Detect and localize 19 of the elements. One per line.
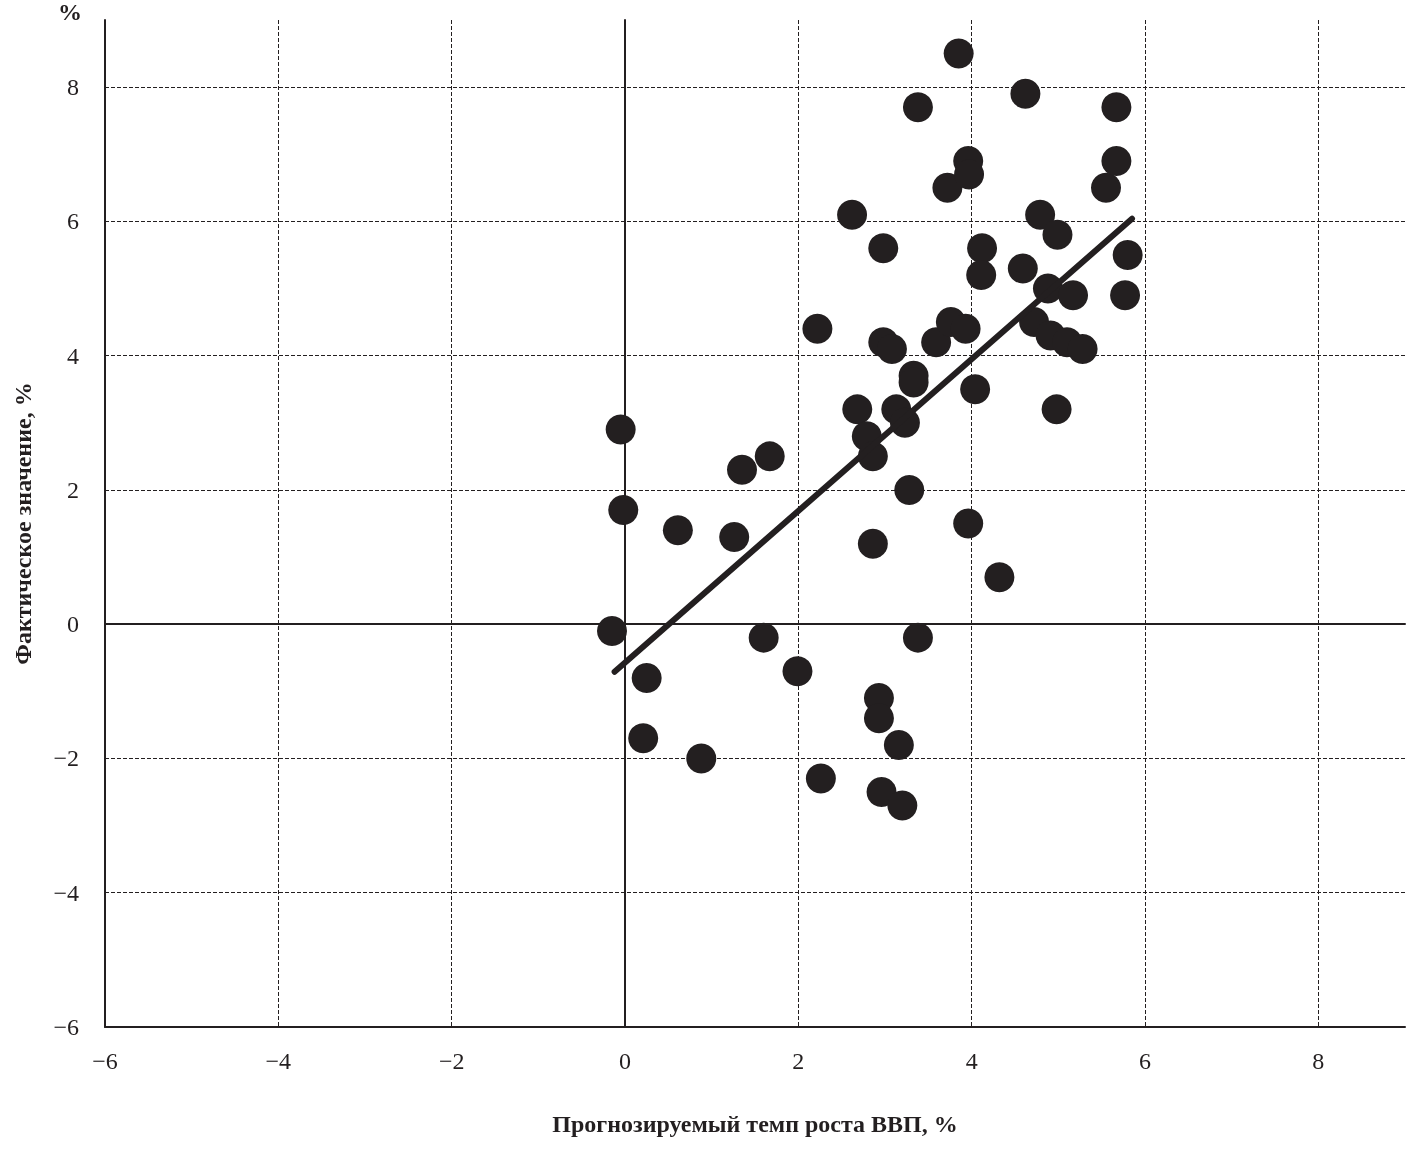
y-axis-title: Фактическое значение, %: [10, 382, 36, 665]
x-tick-label: 4: [965, 1048, 978, 1074]
x-tick-label: 6: [1139, 1048, 1151, 1074]
y-tick-label: −2: [53, 745, 79, 772]
y-tick-label: 4: [67, 342, 79, 369]
x-tick-label: 0: [619, 1048, 631, 1074]
x-tick-label: 2: [792, 1048, 805, 1074]
y-tick-label: 0: [67, 611, 79, 638]
x-tick-label: −6: [92, 1048, 118, 1074]
y-tick-label: 2: [67, 476, 79, 503]
y-tick-label: −6: [53, 1014, 79, 1040]
y-tick-label: 6: [67, 208, 79, 235]
x-tick-label: −2: [438, 1048, 465, 1074]
y-tick-label: 8: [67, 74, 79, 101]
x-tick-label: 8: [1312, 1048, 1325, 1074]
y-tick-label: −4: [53, 879, 79, 906]
x-tick-label: −4: [265, 1048, 292, 1074]
x-axis-title: Прогнозируемый темп роста ВВП, %: [552, 1111, 958, 1137]
text: %: [58, 0, 82, 25]
